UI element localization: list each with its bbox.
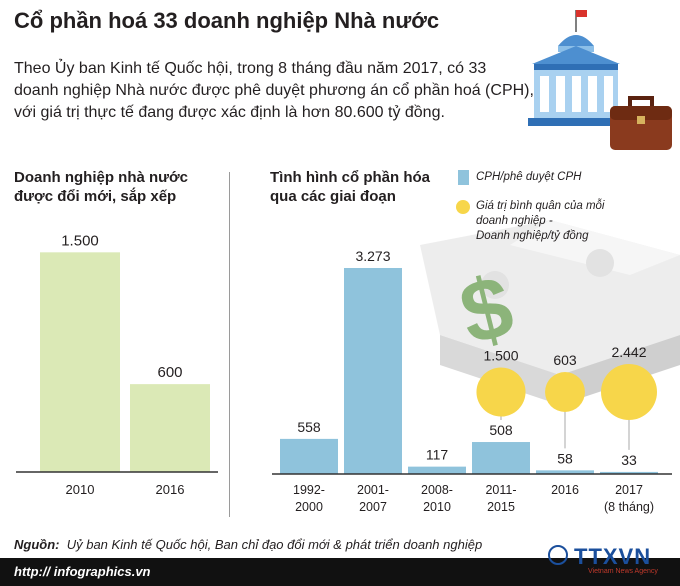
left-tick-label: 2010 (66, 482, 95, 497)
cph-bar-2 (408, 466, 466, 474)
cph-bar-4 (536, 470, 594, 474)
cph-bar-1 (344, 267, 402, 474)
right-tick-label: 2011- (485, 483, 516, 497)
footer-url: http:// infographics.vn (14, 564, 151, 579)
ttxvn-seal-icon (548, 545, 568, 565)
left-tick-label: 2016 (156, 482, 185, 497)
right-tick-label: 2015 (487, 500, 515, 514)
cph-bar-label: 33 (621, 452, 637, 468)
ttxvn-logo: TTXVN (574, 544, 652, 569)
legend-circles-line2: doanh nghiệp - (476, 215, 553, 227)
value-circle-3 (476, 367, 526, 417)
government-building-icon (528, 10, 672, 150)
legend-circles-label: Giá trị bình quân của mỗi doanh nghiệp -… (476, 199, 605, 244)
legend-bar-swatch (458, 170, 469, 185)
intro-text: Theo Ủy ban Kinh tế Quốc hội, trong 8 th… (14, 60, 534, 121)
cph-bar-0 (280, 438, 338, 474)
value-circle-label: 2.442 (611, 344, 646, 360)
left-bar-label: 600 (157, 364, 182, 381)
source-note: Nguồn: Uỷ ban Kinh tế Quốc hội, Ban chỉ … (14, 537, 482, 552)
legend-circle-swatch (456, 200, 470, 214)
page-title: Cổ phần hoá 33 doanh nghiệp Nhà nước (14, 8, 440, 33)
left-bar-2010 (40, 252, 120, 472)
left-chart-title-line1: Doanh nghiệp nhà nước (14, 169, 189, 186)
source-label: Nguồn: (14, 537, 60, 552)
right-chart-title-line1: Tình hình cổ phần hóa (270, 169, 430, 186)
cph-bar-label: 558 (297, 419, 321, 435)
right-tick-label: 2007 (359, 500, 387, 514)
right-tick-label: 2017 (615, 483, 643, 497)
cph-bar-label: 117 (426, 447, 449, 463)
cph-bar-label: 3.273 (355, 248, 390, 264)
value-circle-label: 1.500 (483, 347, 518, 363)
right-tick-label: 2000 (295, 500, 323, 514)
panel-divider (229, 172, 230, 517)
right-tick-label: 1992- (293, 483, 325, 497)
left-chart-title: Doanh nghiệp nhà nước được đổi mới, sắp … (14, 168, 188, 206)
legend-circles-line1: Giá trị bình quân của mỗi (476, 200, 605, 212)
right-tick-label: 2010 (423, 500, 451, 514)
right-chart-title-line2: qua các giai đoạn (270, 188, 396, 205)
legend-circles-line3: Doanh nghiệp/tỷ đồng (476, 230, 589, 242)
left-chart-title-line2: được đổi mới, sắp xếp (14, 188, 177, 205)
cph-bar-3 (472, 442, 530, 474)
source-text: Uỷ ban Kinh tế Quốc hội, Ban chỉ đạo đổi… (66, 537, 483, 552)
right-chart-title: Tình hình cổ phần hóa qua các giai đoạn (270, 168, 430, 206)
right-tick-label: 2001- (357, 483, 389, 497)
cph-bar-label: 508 (489, 422, 513, 438)
value-circle-5 (601, 364, 657, 420)
ttxvn-logo-subtitle: Vietnam News Agency (588, 568, 658, 575)
footer-bar (0, 558, 680, 586)
right-tick-label: (8 tháng) (604, 500, 654, 514)
right-tick-label: 2008- (421, 483, 453, 497)
value-circle-label: 603 (553, 352, 577, 368)
left-bar-2016 (130, 384, 210, 472)
cph-bar-label: 58 (557, 450, 573, 466)
cph-bar-5 (600, 471, 658, 474)
left-bar-label: 1.500 (61, 232, 99, 249)
right-tick-label: 2016 (551, 483, 579, 497)
legend-bars-label: CPH/phê duyệt CPH (476, 171, 582, 183)
value-circle-4 (545, 372, 585, 412)
